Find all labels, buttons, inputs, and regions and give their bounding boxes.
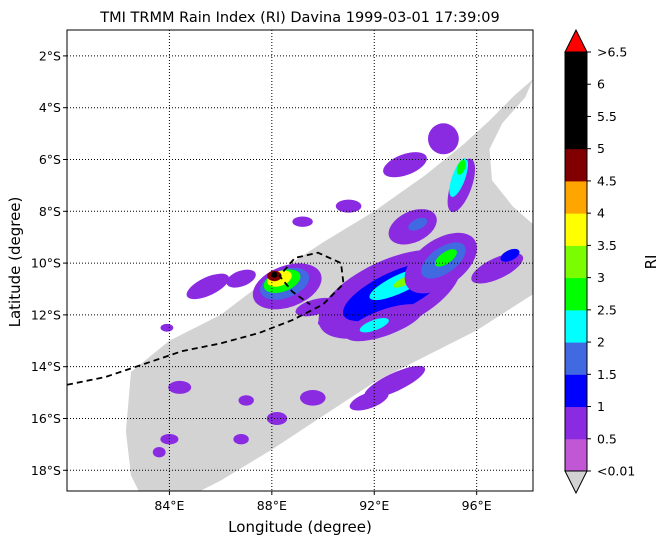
y-tick-label: 18°S xyxy=(31,463,61,478)
rain-cell xyxy=(500,248,520,262)
rain-cell xyxy=(335,199,362,213)
rain-cell xyxy=(383,152,427,178)
x-tick-label: 84°E xyxy=(154,498,184,513)
colorbar-segment xyxy=(565,374,587,408)
colorbar-tick-label: 2.5 xyxy=(597,302,617,317)
colorbar-segment xyxy=(565,406,587,440)
x-tick-label: 88°E xyxy=(257,498,287,513)
colorbar-tick-label: 1.5 xyxy=(597,367,617,382)
y-tick-label: 6°S xyxy=(39,152,61,167)
colorbar-segment xyxy=(565,342,587,375)
colorbar-segment xyxy=(565,52,587,85)
colorbar-segment xyxy=(565,213,587,246)
y-tick-label: 12°S xyxy=(31,307,61,322)
colorbar-tick-label: >6.5 xyxy=(597,45,627,60)
plot-frame xyxy=(66,29,534,492)
satellite-swath xyxy=(125,79,533,491)
rain-cell xyxy=(428,123,459,155)
grid-lines xyxy=(67,30,533,491)
y-tick-label: 2°S xyxy=(39,48,61,63)
colorbar-frame xyxy=(564,51,588,472)
chart-title: TMI TRMM Rain Index (RI) Davina 1999-03-… xyxy=(99,10,499,26)
colorbar-segment xyxy=(565,277,587,311)
y-tick-label: 10°S xyxy=(31,256,61,271)
rain-cell xyxy=(168,380,192,394)
rain-cell xyxy=(186,273,229,300)
rain-index-field xyxy=(152,123,524,458)
rain-cell xyxy=(408,217,428,231)
rain-cell xyxy=(300,390,326,406)
y-tick-label: 4°S xyxy=(39,100,61,115)
y-axis-label: Latitude (degree) xyxy=(6,197,24,328)
rain-cell xyxy=(271,271,278,278)
rain-cell xyxy=(238,395,254,406)
rain-cell xyxy=(160,434,179,445)
storm-track xyxy=(67,251,345,386)
colorbar-label: RI xyxy=(642,255,660,270)
colorbar-tick-label: 4.5 xyxy=(597,173,617,188)
colorbar-segment xyxy=(565,180,587,214)
colorbar-tick-label: 0.5 xyxy=(597,431,617,446)
rain-cell xyxy=(359,318,389,333)
rain-cell xyxy=(292,216,313,227)
rain-cell xyxy=(160,323,174,332)
rain-cell xyxy=(434,249,457,267)
y-axis-ticks: 2°S 4°S 6°S 8°S 10°S 12°S 14°S 16°S 18°S xyxy=(31,48,67,478)
x-axis-label: Longitude (degree) xyxy=(228,518,372,536)
colorbar-segment xyxy=(565,438,587,472)
rain-cell xyxy=(456,159,466,175)
colorbar-tick-label: 3.5 xyxy=(597,238,617,253)
rain-cell xyxy=(226,269,256,288)
colorbar-segment xyxy=(565,116,587,150)
x-axis-ticks: 84°E 88°E 92°E 96°E xyxy=(154,491,492,513)
rain-cell xyxy=(317,316,349,330)
y-tick-label: 16°S xyxy=(31,411,61,426)
colorbar-under-triangle xyxy=(564,470,588,495)
colorbar-over-triangle xyxy=(564,28,588,53)
colorbar-tick-label: 4 xyxy=(597,206,605,221)
y-tick-label: 8°S xyxy=(39,204,61,219)
colorbar-tick-label: <0.01 xyxy=(597,464,635,479)
colorbar-tick-label: 6 xyxy=(597,77,605,92)
colorbar-segment xyxy=(565,84,587,117)
colorbar-tick-label: 5 xyxy=(597,141,605,156)
x-tick-label: 92°E xyxy=(359,498,389,513)
x-tick-label: 96°E xyxy=(462,498,492,513)
colorbar-segment xyxy=(565,309,587,343)
y-tick-label: 14°S xyxy=(31,359,61,374)
colorbar-tick-label: 1 xyxy=(597,399,605,414)
colorbar-segment xyxy=(565,148,587,182)
rain-cell xyxy=(152,447,166,458)
colorbar-tick-label: 5.5 xyxy=(597,109,617,124)
colorbar: >6.5 6 5.5 5 4.5 4 3.5 3 2.5 2 1.5 1 0.5 <0.01 xyxy=(564,28,635,495)
rain-cell xyxy=(349,390,389,411)
rain-cell xyxy=(233,434,249,445)
colorbar-segment xyxy=(565,245,587,279)
colorbar-tick-label: 3 xyxy=(597,270,605,285)
colorbar-tick-label: 2 xyxy=(597,335,605,350)
